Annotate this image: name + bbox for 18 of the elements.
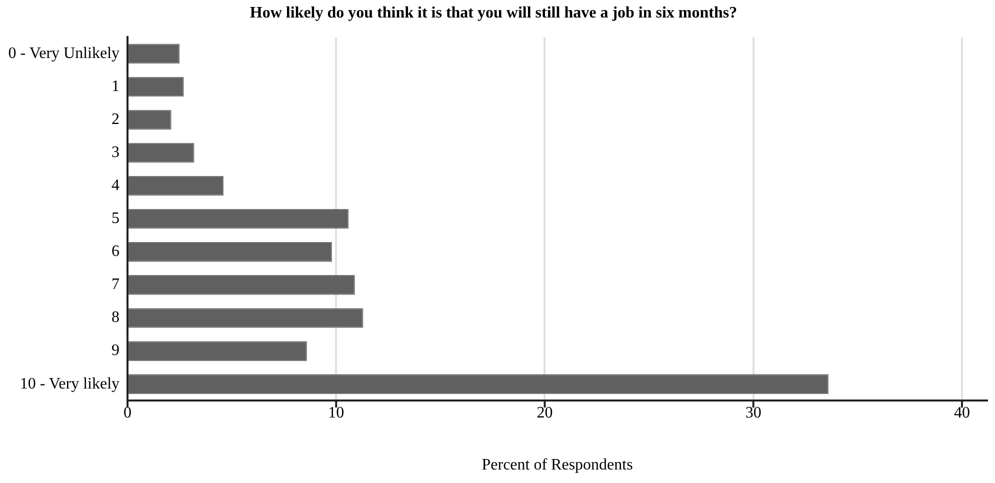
x-axis-title: Percent of Respondents [482,456,633,474]
x-tick-label: 40 [954,404,970,422]
y-tick-label: 3 [112,144,120,162]
y-tick-label: 0 - Very Unlikely [8,44,120,62]
y-tick-label: 10 - Very likely [20,375,120,392]
y-tick-label: 9 [112,342,120,360]
x-tick-label: 10 [328,404,344,422]
chart-title: How likely do you think it is that you will still have a job in six months? [250,4,738,22]
y-tick-label: 4 [112,177,120,194]
y-tick-label: 8 [112,309,120,326]
y-tick-label: 1 [112,78,120,95]
y-tick-label: 2 [112,110,120,128]
x-tick-label: 20 [536,404,553,422]
y-tick-label: 5 [112,210,120,228]
y-tick-label: 6 [112,243,120,260]
x-tick-label: 0 [124,404,132,422]
x-tick-label: 30 [745,404,762,422]
y-tick-label: 7 [112,276,120,294]
